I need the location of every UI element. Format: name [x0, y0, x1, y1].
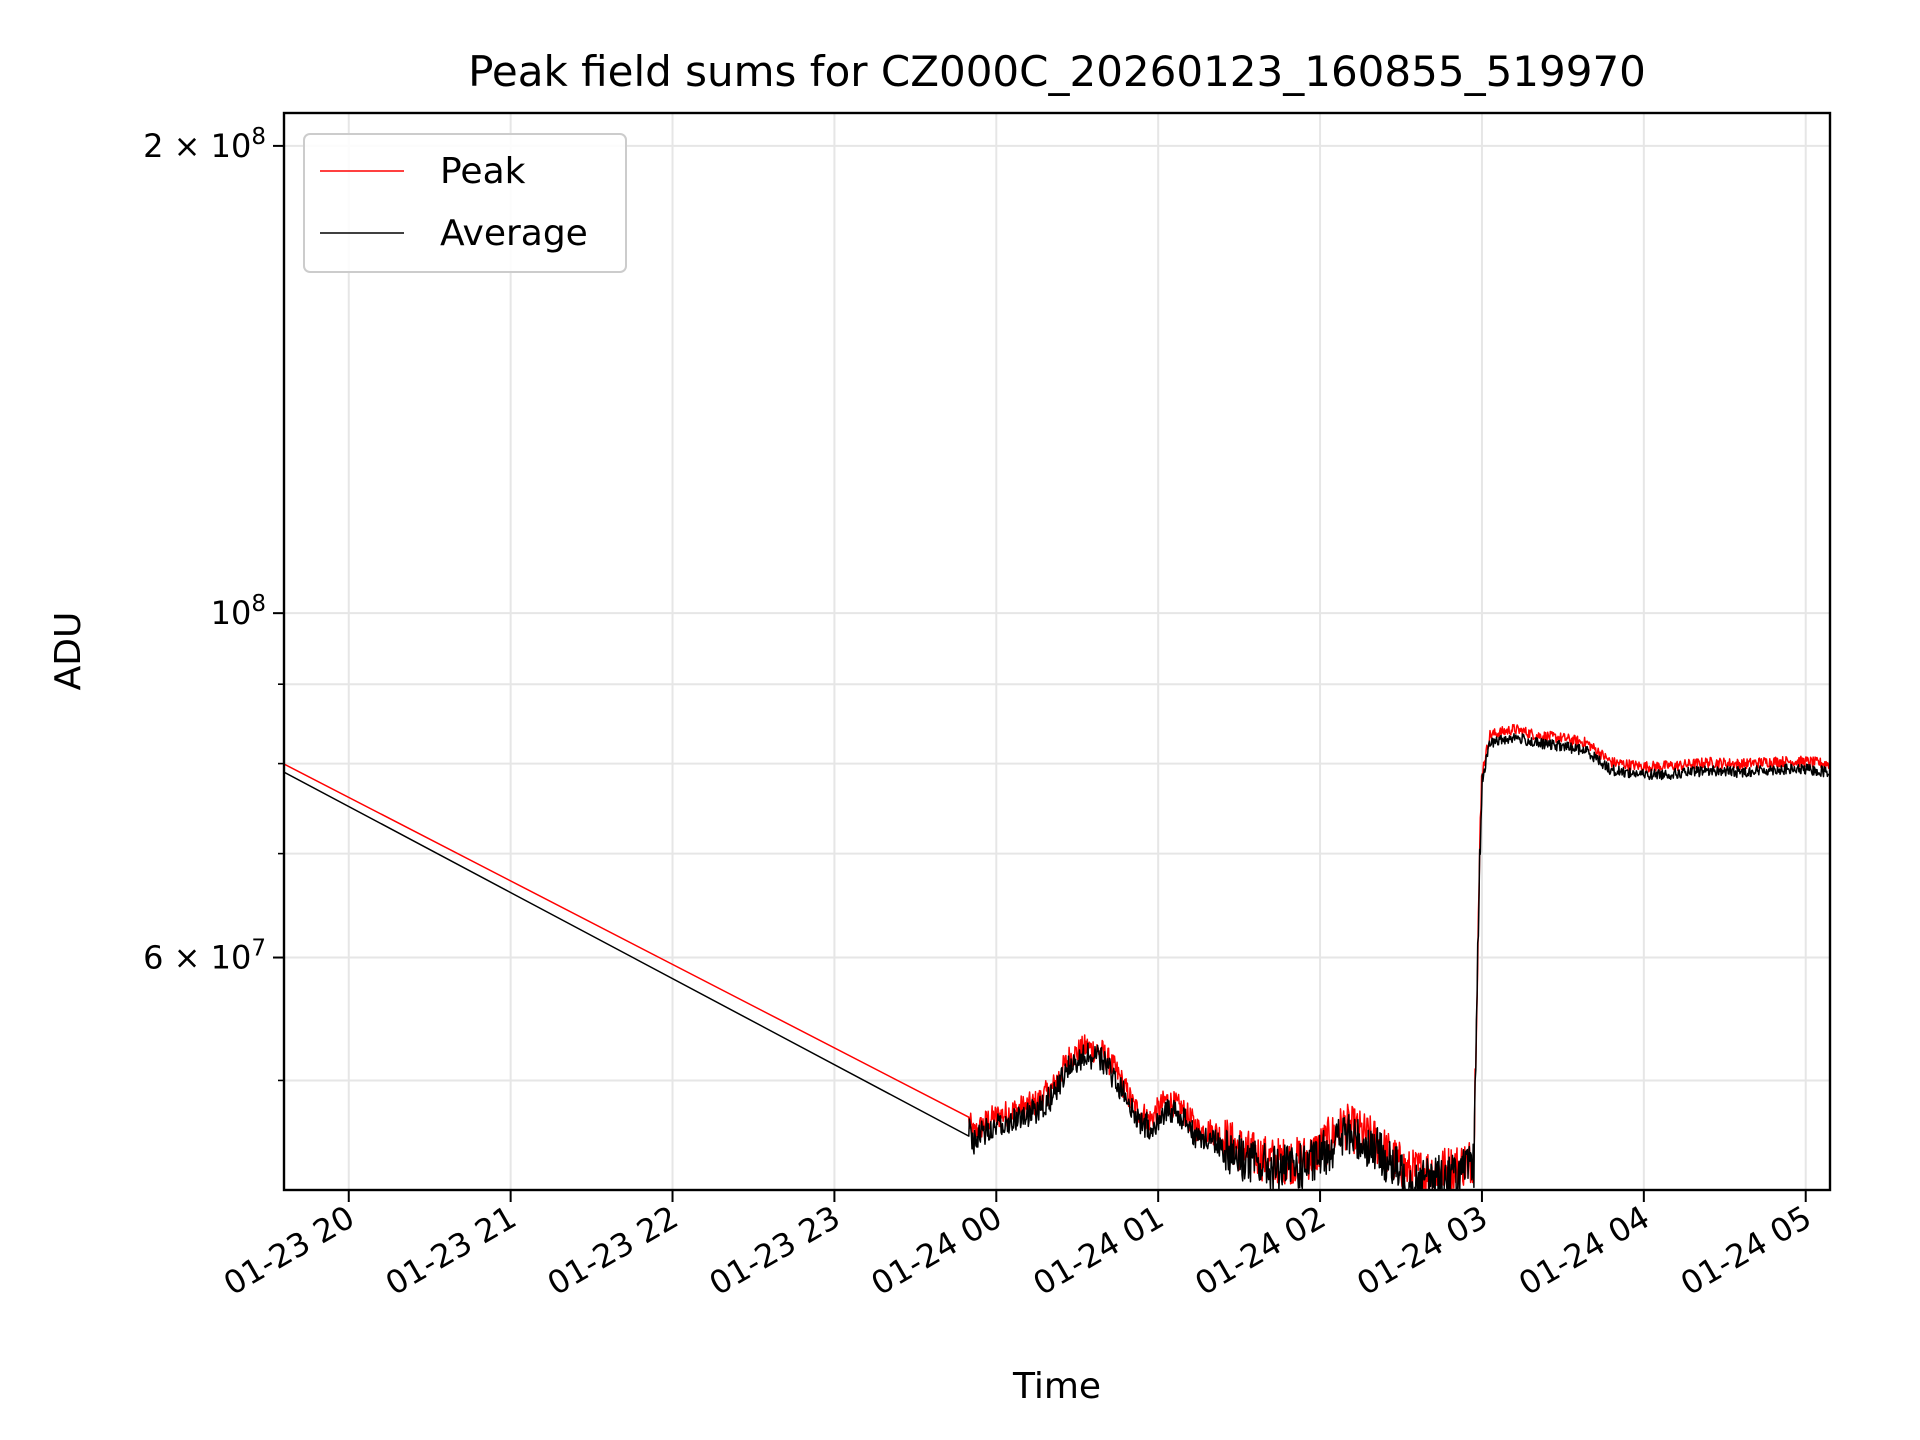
plot-frame	[282, 111, 1832, 1192]
x-tick-label: 01-24 03	[1350, 1198, 1494, 1303]
y-tick-label: 6 × 107	[143, 936, 266, 977]
legend: Peak Average	[303, 133, 627, 273]
series-line-peak	[284, 723, 1830, 1190]
x-tick-label: 01-23 23	[703, 1198, 847, 1303]
grid-lines	[284, 113, 1830, 1190]
legend-average-label: Average	[440, 213, 588, 254]
y-axis-label: ADU	[48, 612, 89, 691]
y-tick-label: 108	[211, 591, 266, 632]
x-tick-label: 01-24 04	[1512, 1198, 1656, 1303]
chart-title: Peak field sums for CZ000C_20260123_1608…	[468, 47, 1646, 96]
x-tick-label: 01-24 02	[1188, 1198, 1332, 1303]
series-lines	[284, 723, 1830, 1190]
x-tick-label: 01-24 01	[1027, 1198, 1171, 1303]
y-tick-label: 2 × 108	[143, 124, 266, 165]
x-tick-label: 01-23 20	[217, 1198, 361, 1303]
legend-peak-label: Peak	[440, 151, 526, 192]
x-tick-label: 01-23 22	[541, 1198, 685, 1303]
legend-box	[303, 133, 627, 273]
x-axis-label: Time	[1012, 1366, 1101, 1407]
y-axis-ticks: 6 × 107 108 2 × 108	[143, 124, 284, 1082]
series-line-average	[284, 732, 1830, 1190]
x-axis-ticks: 01-23 20 01-23 21 01-23 22 01-23 23 01-24 00…	[217, 1190, 1818, 1303]
x-tick-label: 01-24 00	[865, 1198, 1009, 1303]
x-tick-label: 01-23 21	[379, 1198, 523, 1303]
x-tick-label: 01-24 05	[1674, 1198, 1818, 1303]
